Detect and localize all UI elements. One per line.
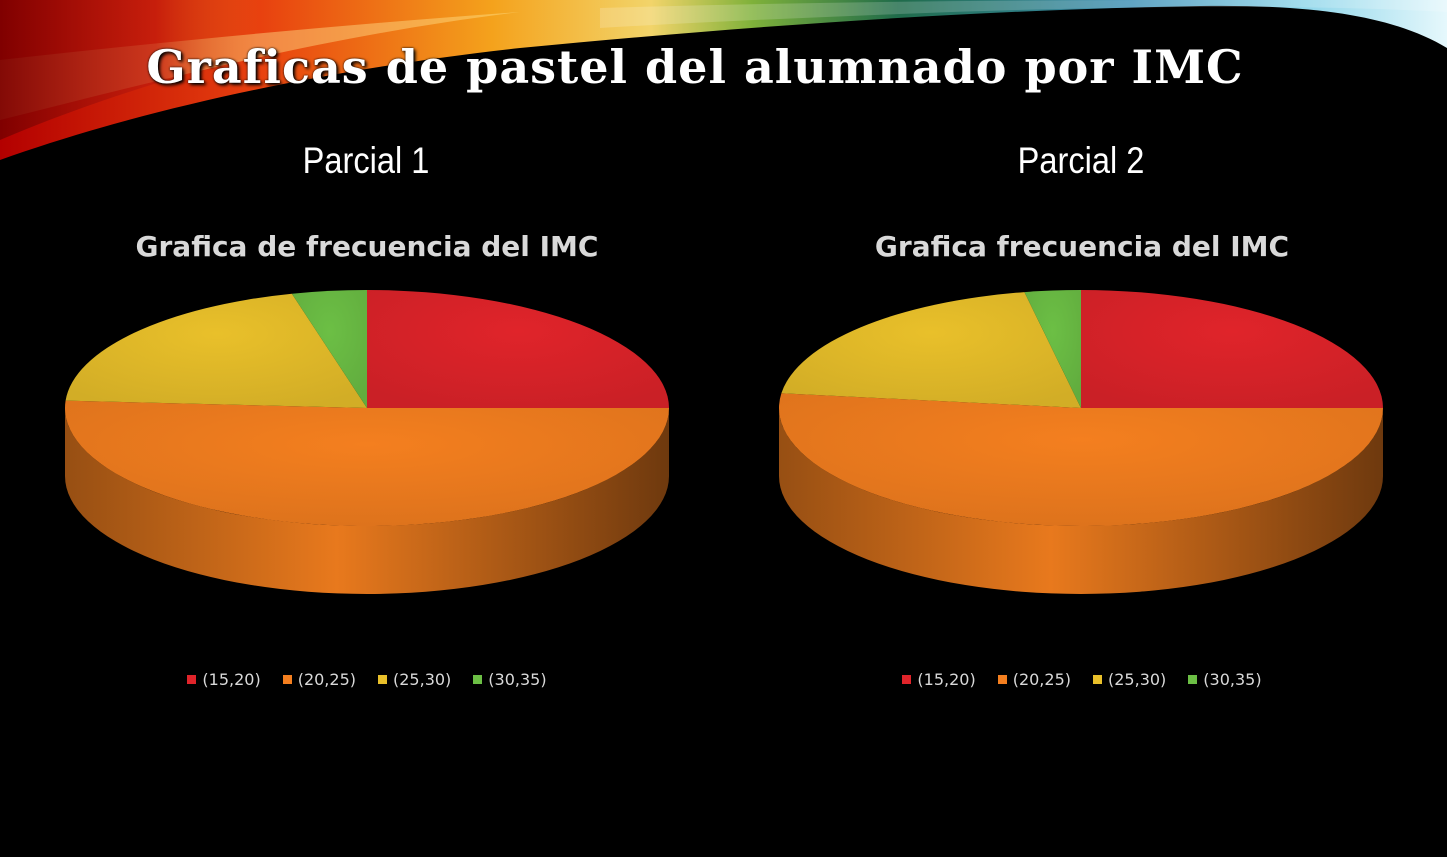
legend-1-swatch-1 — [282, 675, 292, 684]
slide-title: Graficas de pastel del alumnado por IMC — [146, 40, 1244, 94]
legend-1-swatch-3 — [473, 675, 483, 684]
legend-2-swatch-3 — [1188, 675, 1198, 684]
decorative-swoosh — [0, 0, 1447, 160]
legend-2-item-2: (25,30) — [1093, 670, 1166, 689]
pie-1-slice-0 — [367, 290, 669, 408]
pie-1-side-1 — [65, 408, 669, 594]
legend-2-swatch-0 — [902, 675, 912, 684]
legend-2-swatch-1 — [997, 675, 1007, 684]
legend-2-label-3: (30,35) — [1203, 670, 1262, 689]
pie-2-slice-1 — [779, 393, 1383, 526]
panel-heading-2: Parcial 2 — [1017, 140, 1145, 181]
legend-1-label-2: (25,30) — [393, 670, 452, 689]
legend-1-swatch-2 — [378, 675, 387, 684]
pie-2-slice-2 — [781, 292, 1081, 408]
legend-2: (15,20) (20,25) (25,30) (30,35) — [772, 670, 1392, 689]
pie-1-slice-3 — [291, 290, 367, 408]
pie-chart-2 — [779, 290, 1383, 594]
legend-1: (15,20) (20,25) (25,30) (30,35) — [57, 670, 677, 689]
legend-1-item-0: (15,20) — [187, 670, 261, 689]
legend-1-item-1: (20,25) — [282, 670, 356, 689]
legend-2-item-1: (20,25) — [997, 670, 1071, 689]
legend-2-item-0: (15,20) — [902, 670, 976, 689]
pie-2-slice-0 — [1081, 290, 1383, 408]
legend-1-item-3: (30,35) — [473, 670, 547, 689]
legend-2-label-0: (15,20) — [917, 670, 976, 689]
panel-heading-1: Parcial 1 — [302, 140, 430, 181]
legend-1-label-1: (20,25) — [297, 670, 356, 689]
pie-2-slice-3 — [1024, 290, 1081, 408]
pie-1-slice-2 — [65, 293, 367, 408]
legend-2-item-3: (30,35) — [1188, 670, 1262, 689]
legend-1-swatch-0 — [187, 675, 197, 684]
legend-2-label-2: (25,30) — [1108, 670, 1167, 689]
pie-2-side-1 — [779, 408, 1383, 594]
pie-1-slice-1 — [64, 400, 669, 526]
legend-1-label-3: (30,35) — [488, 670, 547, 689]
legend-2-label-1: (20,25) — [1012, 670, 1071, 689]
chart-title-2: Grafica frecuencia del IMC — [874, 230, 1290, 263]
chart-title-1: Grafica de frecuencia del IMC — [135, 230, 599, 263]
pie-chart-1 — [64, 290, 669, 594]
legend-1-label-0: (15,20) — [202, 670, 261, 689]
legend-1-item-2: (25,30) — [378, 670, 451, 689]
legend-2-swatch-2 — [1093, 675, 1102, 684]
